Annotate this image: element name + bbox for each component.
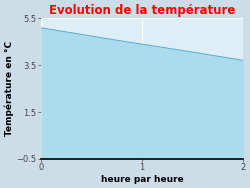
Title: Evolution de la température: Evolution de la température (49, 4, 235, 17)
Y-axis label: Température en °C: Température en °C (4, 41, 14, 136)
X-axis label: heure par heure: heure par heure (100, 175, 183, 184)
